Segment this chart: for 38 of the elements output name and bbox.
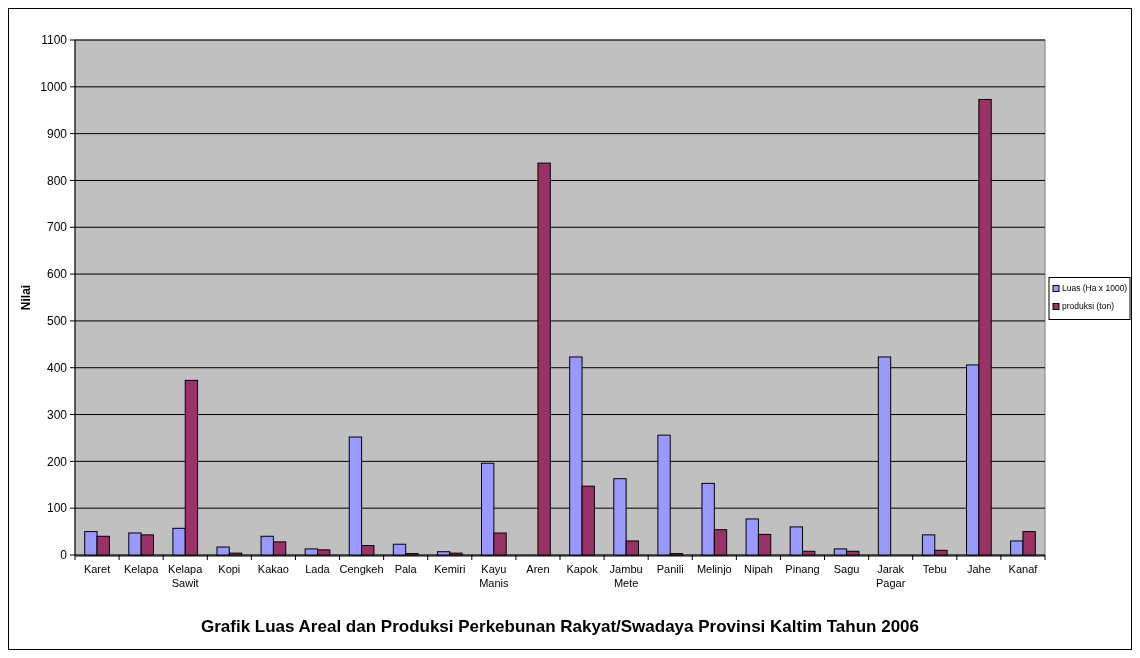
x-tick-label: Jarak Pagar [876, 563, 906, 589]
y-tick-label: 1100 [41, 33, 68, 48]
y-tick-label: 400 [46, 360, 68, 375]
y-tick-label: 800 [46, 173, 68, 188]
x-tick-label: Jambu Mete [609, 563, 643, 589]
y-tick-label: 300 [46, 407, 68, 422]
x-tick-label: Panili [656, 563, 684, 575]
x-tick-label: Kayu Manis [479, 563, 510, 589]
x-tick-label: Cengkeh [339, 563, 384, 575]
x-tick-label: Kemiri [434, 563, 466, 575]
x-tick-label: Pinang [785, 563, 820, 575]
legend-label: produksi (ton) [1062, 301, 1115, 312]
x-tick-label: Pala [394, 563, 418, 575]
x-tick-label: Jahe [966, 563, 991, 575]
y-tick-label: 1000 [40, 80, 68, 95]
y-tick-label: 200 [46, 454, 68, 469]
x-tick-label: Kakao [257, 563, 290, 575]
x-tick-label: Lada [305, 563, 331, 575]
x-tick-label: Karet [83, 563, 111, 575]
y-tick-label: 100 [46, 501, 68, 516]
x-tick-label: Kelapa [124, 563, 160, 575]
y-tick-label: 600 [46, 267, 68, 282]
x-tick-label: Kopi [218, 563, 241, 575]
y-tick-label: 900 [46, 126, 68, 141]
x-tick-label: Kanaf [1008, 563, 1039, 575]
y-tick-label: 500 [46, 314, 68, 329]
x-tick-label: Kelapa Sawit [168, 563, 204, 589]
legend-label: Luas (Ha x 1000) [1062, 283, 1128, 294]
x-tick-label: Aren [526, 563, 550, 575]
x-tick-label: Kapok [566, 563, 599, 575]
y-tick-label: 0 [60, 548, 68, 563]
x-tick-label: Melinjo [696, 563, 732, 575]
x-tick-label: Tebu [922, 563, 947, 575]
y-axis-title: Nilai [19, 284, 33, 311]
x-tick-label: Sagu [833, 563, 860, 575]
x-tick-label: Nipah [744, 563, 773, 575]
text: Grafik Luas Areal dan Produksi Perkebunan Rakyat/Swadaya Provinsi Kaltim Tahun 2006 [200, 617, 920, 636]
y-tick-label: 700 [46, 220, 68, 235]
